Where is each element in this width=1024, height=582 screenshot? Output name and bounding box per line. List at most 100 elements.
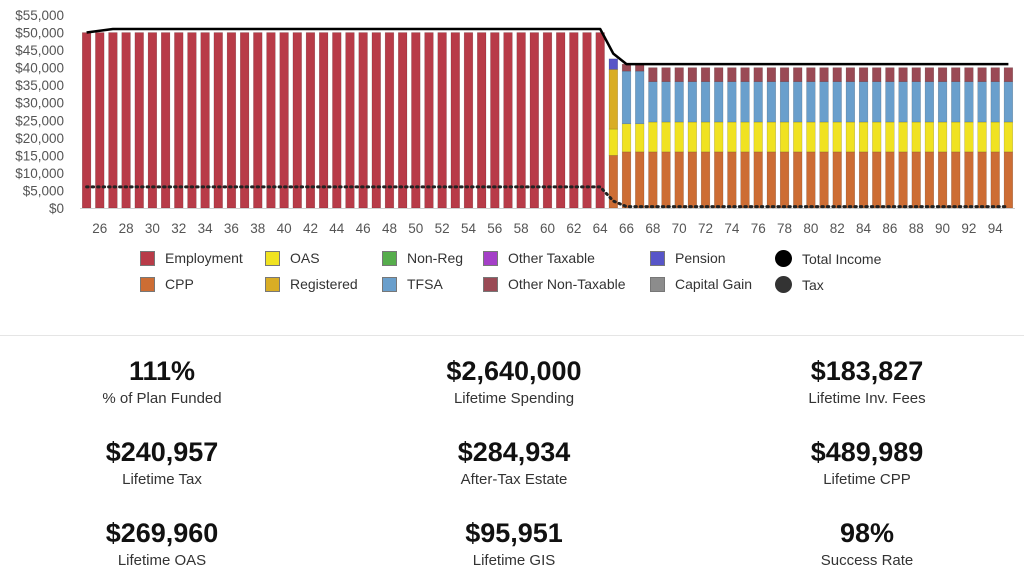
legend-label: OAS [290, 250, 320, 266]
bar-segment-tfsa [858, 81, 869, 123]
bar-segment-employment [266, 32, 276, 209]
stat-value: $240,957 [105, 437, 219, 467]
bar-segment-other-non-taxable [977, 67, 987, 82]
income-chart: $0 $5,000 $10,000 $15,000 $20,000 $25,000 $30,… [15, 8, 1015, 236]
bar-segment-pension [608, 58, 618, 70]
legend-label: Non-Reg [407, 250, 464, 266]
stat-label: After-Tax Estate [460, 471, 568, 488]
bar-segment-other-non-taxable [766, 67, 776, 82]
x-tick-label: 66 [619, 221, 634, 236]
bar-segment-other-non-taxable [872, 67, 882, 82]
bar-segment-cpp [885, 151, 895, 209]
legend-label: Registered [290, 276, 358, 292]
y-tick-label: $55,000 [15, 8, 64, 23]
section-divider [0, 335, 1024, 336]
bar-segment-employment [411, 32, 421, 209]
bar-segment-tfsa [700, 81, 711, 123]
bar-segment-cpp [858, 151, 869, 209]
bar-segment-tfsa [727, 81, 737, 123]
bar-segment-cpp [806, 151, 816, 209]
legend-swatch [265, 250, 280, 266]
bar-segment-oas [608, 128, 618, 156]
bar-segment-other-non-taxable [727, 67, 737, 82]
x-tick-label: 30 [145, 221, 160, 236]
x-tick-label: 74 [724, 221, 740, 236]
x-tick-label: 76 [751, 221, 766, 236]
x-tick-label: 70 [672, 221, 687, 236]
bar-segment-other-non-taxable [898, 67, 908, 82]
legend-label: Employment [165, 250, 243, 266]
bar-segment-other-non-taxable [793, 67, 803, 82]
bar-segment-cpp [648, 151, 658, 209]
bar-segment-cpp [951, 151, 961, 209]
bar-segment-tfsa [714, 81, 724, 123]
legend-item-non-reg: Non-Reg [382, 250, 463, 266]
bar-segment-cpp [714, 151, 724, 209]
bar-segment-cpp [674, 151, 684, 209]
bar-segment-other-non-taxable [687, 67, 697, 82]
bar-segment-employment [81, 32, 92, 209]
bar-segment-oas [635, 123, 645, 153]
x-tick-label: 86 [882, 221, 897, 236]
bar-segment-cpp [621, 151, 632, 209]
bar-segment-oas [766, 121, 776, 153]
stat-label: Lifetime CPP [823, 471, 911, 488]
bar-segment-employment [108, 32, 118, 209]
legend-swatch [483, 250, 498, 266]
bar-segment-cpp [845, 151, 855, 209]
legend-item-capital-gain: Capital Gain [650, 276, 752, 292]
bar-segment-oas [793, 121, 803, 153]
legend-swatch [382, 276, 397, 292]
bar-segment-other-non-taxable [858, 67, 869, 82]
stat-label: Lifetime OAS [117, 552, 207, 569]
stat-lifetime-inv-fees: $183,827 Lifetime Inv. Fees [697, 355, 1024, 407]
bar-segment-cpp [990, 151, 1000, 209]
tax-line [85, 185, 1010, 209]
bar-segment-oas [648, 121, 658, 153]
y-tick-label: $25,000 [15, 113, 64, 128]
bar-segment-employment [516, 32, 526, 209]
bar-segment-employment [371, 32, 381, 209]
bar-segment-employment [595, 32, 605, 209]
bar-segment-employment [253, 32, 263, 209]
stat-after-tax-estate: $284,934 After-Tax Estate [344, 436, 684, 488]
bar-segment-other-non-taxable [951, 67, 961, 82]
bar-segment-employment [134, 32, 144, 209]
legend-swatch [382, 250, 397, 266]
bar-segment-oas [714, 121, 724, 153]
bar-segment-tfsa [911, 81, 921, 123]
bar-segment-oas [740, 121, 750, 153]
bar-segment-tfsa [937, 81, 948, 123]
x-tick-label: 38 [250, 221, 265, 236]
x-tick-label: 62 [566, 221, 581, 236]
bar-segment-employment [200, 32, 210, 209]
legend-item-oas: OAS [265, 250, 320, 266]
legend-swatch [775, 276, 792, 293]
bar-segment-cpp [779, 151, 790, 209]
bar-segment-employment [490, 32, 500, 209]
bar-segment-tfsa [924, 81, 934, 123]
legend-label: Other Non-Taxable [508, 276, 626, 292]
bar-segment-other-non-taxable [714, 67, 724, 82]
bar-segment-tfsa [832, 81, 842, 123]
bar-segment-employment [147, 32, 158, 209]
stat-lifetime-tax: $240,957 Lifetime Tax [0, 436, 332, 488]
bar-segment-cpp [753, 151, 763, 209]
bar-segment-other-non-taxable [661, 67, 671, 82]
stat-value: $95,951 [465, 518, 563, 548]
bar-segment-other-non-taxable [990, 67, 1000, 82]
bar-segment-cpp [832, 151, 842, 209]
bar-segment-cpp [924, 151, 934, 209]
bar-segment-cpp [964, 151, 974, 209]
legend-label: Other Taxable [508, 250, 595, 266]
x-tick-label: 26 [92, 221, 107, 236]
legend-label: Pension [675, 250, 726, 266]
stat-value: $2,640,000 [446, 356, 582, 386]
x-tick-label: 56 [487, 221, 502, 236]
legend-label: CPP [165, 276, 194, 292]
bar-segment-oas [990, 121, 1000, 153]
bar-segment-employment [213, 32, 223, 209]
bar-segment-employment [556, 32, 566, 209]
bar-segment-tfsa [766, 81, 776, 123]
x-tick-label: 84 [856, 221, 872, 236]
